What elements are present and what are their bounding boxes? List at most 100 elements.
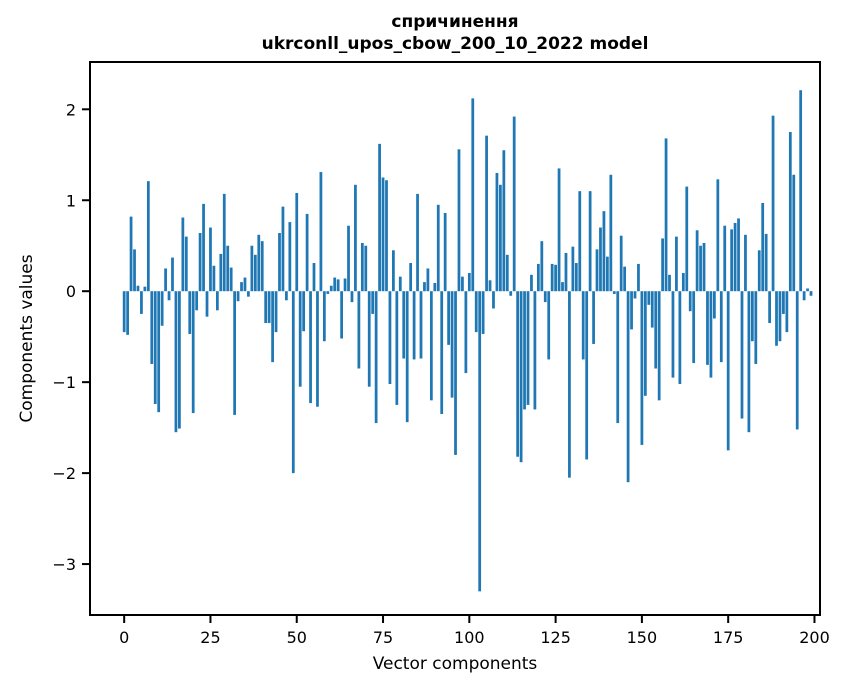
bar <box>171 257 174 292</box>
bar <box>685 186 689 292</box>
bar <box>474 291 478 333</box>
bar <box>257 234 261 292</box>
bar <box>661 238 664 292</box>
bar <box>512 116 516 292</box>
bar <box>219 253 223 292</box>
bar <box>574 263 578 292</box>
bar <box>181 217 185 292</box>
bar <box>333 277 337 292</box>
bar <box>426 268 430 292</box>
bar <box>681 273 685 292</box>
bar <box>347 225 350 292</box>
bar <box>274 291 278 333</box>
bar <box>146 181 150 292</box>
bar <box>754 291 758 364</box>
bar <box>626 291 630 483</box>
bar <box>457 149 461 292</box>
bar <box>198 232 202 292</box>
bar <box>795 291 799 430</box>
bar <box>688 291 692 312</box>
bar <box>133 249 136 292</box>
bar <box>695 230 699 292</box>
bar <box>757 250 761 292</box>
bar <box>174 291 178 433</box>
bar <box>364 245 368 292</box>
bar <box>209 227 212 292</box>
bar <box>360 243 364 292</box>
bar <box>167 291 171 301</box>
bar <box>654 291 658 369</box>
bar <box>606 256 609 292</box>
bar <box>737 218 740 292</box>
bar <box>612 291 616 294</box>
bar <box>623 266 627 292</box>
bar <box>785 291 789 333</box>
bar <box>702 243 706 292</box>
bar <box>447 291 450 345</box>
bar <box>806 288 809 292</box>
bar <box>761 202 765 292</box>
bar <box>782 291 785 314</box>
bar <box>395 291 399 405</box>
bar <box>581 291 585 360</box>
bar <box>229 267 233 292</box>
bar <box>730 229 734 292</box>
bar <box>129 216 133 292</box>
bar <box>405 291 409 423</box>
bar <box>271 291 274 363</box>
y-axis-label: Components values <box>17 254 37 422</box>
bar <box>126 291 129 335</box>
x-tick-label: 0 <box>119 628 129 647</box>
bar <box>554 264 557 292</box>
bar <box>367 291 371 387</box>
bar <box>657 291 661 401</box>
bar <box>412 291 416 360</box>
bar <box>716 179 720 292</box>
bar <box>350 291 354 303</box>
bar <box>802 291 806 301</box>
bar <box>385 180 388 292</box>
bar <box>547 291 551 360</box>
bar <box>799 90 803 292</box>
bar <box>526 291 530 405</box>
y-tick-label: 2 <box>66 100 76 119</box>
chart-title-model: ukrconll_upos_cbow_200_10_2022 model <box>262 34 649 54</box>
bar <box>357 291 361 369</box>
bar <box>709 291 713 378</box>
bar <box>409 263 413 292</box>
bar <box>461 276 464 292</box>
bar <box>250 245 254 292</box>
bar <box>744 234 747 292</box>
bar <box>516 291 520 457</box>
bar <box>288 222 292 292</box>
bar <box>630 291 633 330</box>
bar <box>336 279 340 292</box>
bar <box>122 291 126 333</box>
x-axis-label: Vector components <box>373 654 538 674</box>
bar <box>502 150 506 292</box>
bar <box>212 265 216 292</box>
bar <box>633 291 637 299</box>
bar <box>236 291 240 302</box>
bar <box>733 222 737 292</box>
bar <box>678 291 682 384</box>
bar <box>768 291 771 324</box>
bar <box>164 268 167 292</box>
bar <box>602 211 606 292</box>
x-tick-label: 175 <box>713 628 744 647</box>
bar <box>247 291 250 297</box>
y-tick-label: −2 <box>52 464 76 483</box>
bar <box>599 227 602 292</box>
bar <box>295 192 299 292</box>
bar <box>302 291 306 332</box>
bar <box>650 291 654 328</box>
bar <box>291 291 295 474</box>
bar <box>433 283 437 292</box>
bar <box>281 206 285 292</box>
bar <box>436 204 440 292</box>
bar <box>140 291 143 314</box>
bar <box>285 291 288 301</box>
bar <box>561 282 564 292</box>
bar <box>485 135 488 292</box>
